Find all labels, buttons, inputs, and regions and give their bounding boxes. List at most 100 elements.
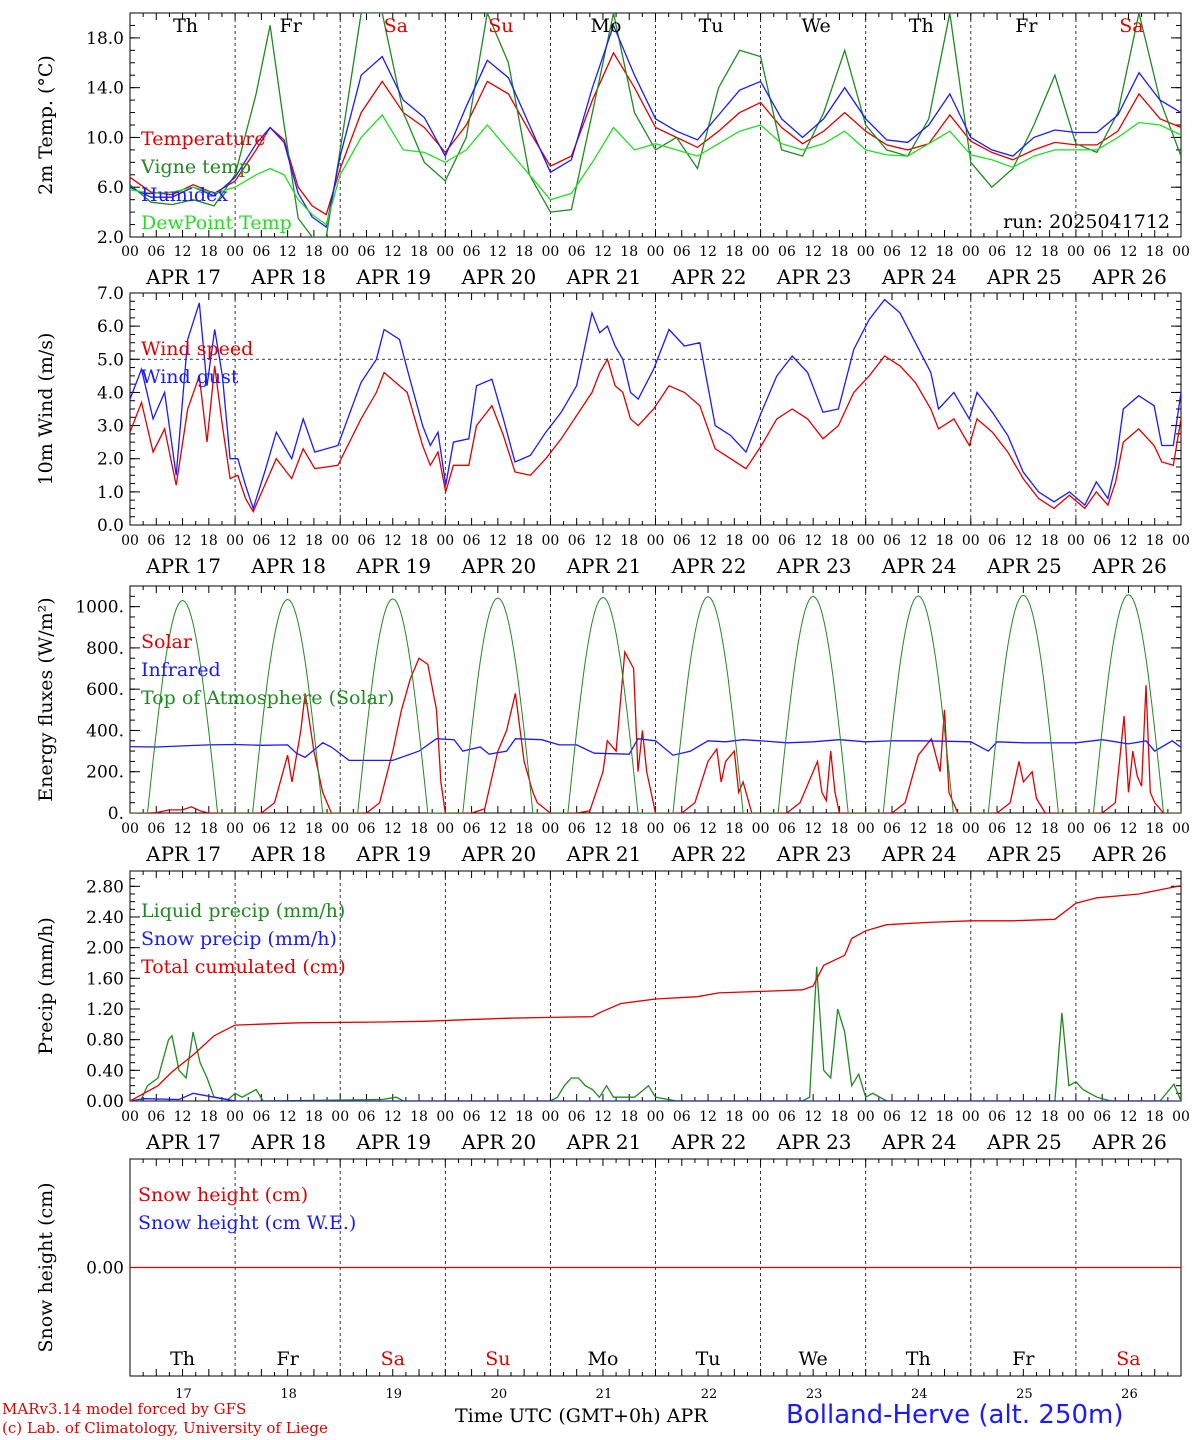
series-line-vigne-temp [130, 13, 1181, 237]
y-tick-label: 600. [86, 680, 124, 700]
hour-tick-label: 00 [962, 244, 980, 260]
hour-tick-label: 00 [541, 821, 559, 837]
date-label: APR 24 [881, 842, 957, 866]
hour-tick-label: 06 [673, 533, 691, 549]
hour-tick-label: 18 [936, 533, 954, 549]
date-label: APR 18 [250, 554, 326, 578]
hour-tick-label: 00 [121, 244, 139, 260]
y-tick-label: 2.0 [97, 450, 124, 470]
y-tick-label: 2.0 [97, 228, 124, 248]
hour-tick-label: 00 [752, 1109, 770, 1125]
y-tick-label: 10.0 [86, 128, 124, 148]
hour-tick-label: 06 [673, 1109, 691, 1125]
hour-tick-label: 00 [226, 244, 244, 260]
date-label: APR 23 [776, 842, 852, 866]
series-line-infrared [130, 738, 1181, 762]
hour-tick-label: 18 [620, 533, 638, 549]
y-tick-label: 0.0 [97, 516, 124, 536]
hour-tick-label: 12 [1014, 244, 1032, 260]
hour-tick-label: 18 [831, 533, 849, 549]
date-label: APR 18 [250, 1130, 326, 1154]
hour-tick-label: 06 [1093, 1109, 1111, 1125]
hour-tick-label: 12 [804, 821, 822, 837]
hour-tick-label: 12 [594, 244, 612, 260]
hour-tick-label: 12 [804, 533, 822, 549]
hour-tick-label: 06 [673, 244, 691, 260]
hour-tick-label: 12 [384, 1109, 402, 1125]
day-code-su: Su [488, 15, 513, 37]
hour-tick-label: 06 [252, 821, 270, 837]
day-code-sa: Sa [381, 1348, 405, 1370]
hour-tick-label: 06 [147, 533, 165, 549]
hour-tick-label: 12 [909, 1109, 927, 1125]
hour-tick-label: 12 [594, 533, 612, 549]
date-label: APR 24 [881, 1130, 957, 1154]
day-code-fr: Fr [277, 1348, 300, 1370]
hour-tick-label: 00 [1067, 244, 1085, 260]
date-label: APR 19 [355, 1130, 431, 1154]
day-code-th: Th [173, 15, 198, 37]
hour-tick-label: 18 [410, 821, 428, 837]
hour-tick-label: 06 [358, 244, 376, 260]
hour-tick-label: 18 [936, 821, 954, 837]
day-code-mo: Mo [590, 15, 621, 37]
hour-tick-label: 06 [883, 244, 901, 260]
legend-entry: Solar [141, 631, 193, 653]
y-tick-label: 200. [86, 763, 124, 783]
day-number-label: 17 [175, 1387, 192, 1402]
hour-tick-label: 06 [778, 821, 796, 837]
date-label: APR 22 [671, 265, 747, 289]
hour-tick-label: 00 [226, 821, 244, 837]
hour-tick-label: 06 [883, 821, 901, 837]
day-number-label: 21 [596, 1387, 613, 1402]
date-label: APR 21 [566, 842, 642, 866]
hour-tick-label: 00 [121, 1109, 139, 1125]
date-label: APR 21 [566, 554, 642, 578]
hour-tick-label: 12 [489, 1109, 507, 1125]
series-line-total-cumulated-cm- [130, 884, 1181, 1101]
hour-tick-label: 12 [384, 533, 402, 549]
hour-tick-label: 06 [463, 821, 481, 837]
hour-tick-label: 06 [883, 1109, 901, 1125]
legend-entry: Temperature [141, 128, 265, 150]
hour-tick-label: 12 [699, 1109, 717, 1125]
hour-tick-label: 12 [594, 1109, 612, 1125]
day-number-label: 18 [280, 1387, 297, 1402]
hour-tick-label: 12 [279, 1109, 297, 1125]
day-code-th: Th [909, 15, 934, 37]
hour-tick-label: 18 [1146, 533, 1164, 549]
y-tick-label: 7.0 [97, 284, 124, 304]
hour-tick-label: 12 [489, 821, 507, 837]
legend-entry: Liquid precip (mm/h) [141, 900, 345, 922]
hour-tick-label: 18 [620, 244, 638, 260]
legend-entry: Humidex [141, 184, 228, 206]
date-label: APR 20 [460, 842, 536, 866]
model-credit: MARv3.14 model forced by GFS [2, 1400, 247, 1418]
hour-tick-label: 18 [200, 244, 218, 260]
hour-tick-label: 18 [1041, 821, 1059, 837]
hour-tick-label: 00 [752, 533, 770, 549]
hour-tick-label: 00 [752, 244, 770, 260]
hour-tick-label: 00 [1172, 244, 1190, 260]
date-label: APR 25 [986, 842, 1062, 866]
hour-tick-label: 00 [1172, 533, 1190, 549]
day-number-label: 23 [806, 1387, 823, 1402]
y-tick-label: 1.0 [97, 483, 124, 503]
hour-tick-label: 00 [647, 244, 665, 260]
hour-tick-label: 12 [804, 1109, 822, 1125]
hour-tick-label: 00 [226, 1109, 244, 1125]
y-tick-label: 14.0 [86, 79, 124, 99]
hour-tick-label: 00 [541, 533, 559, 549]
day-code-th: Th [170, 1348, 195, 1370]
y-tick-label: 0.00 [86, 1259, 124, 1279]
date-label: APR 25 [986, 265, 1062, 289]
hour-tick-label: 18 [305, 244, 323, 260]
hour-tick-label: 18 [515, 533, 533, 549]
series-line-temperature [130, 51, 1181, 216]
hour-tick-label: 06 [1093, 821, 1111, 837]
legend-entry: Wind gust [141, 366, 239, 388]
day-number-label: 20 [491, 1387, 508, 1402]
y-tick-label: 2.40 [86, 908, 124, 928]
hour-tick-label: 06 [1093, 533, 1111, 549]
date-label: APR 20 [460, 265, 536, 289]
